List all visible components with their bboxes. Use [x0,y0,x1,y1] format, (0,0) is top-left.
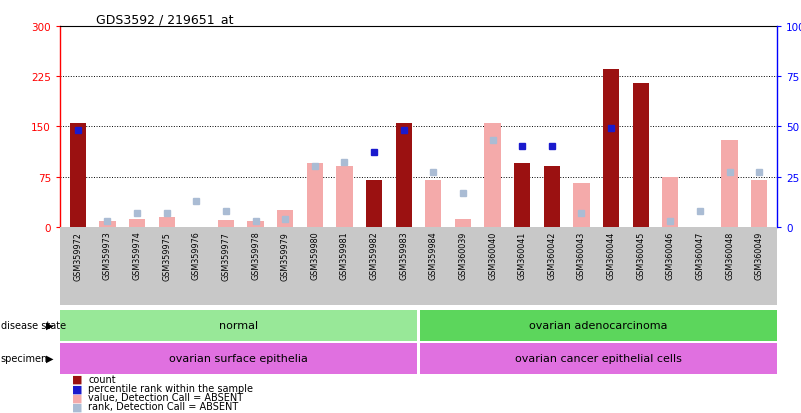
Text: GSM359980: GSM359980 [310,231,320,280]
Bar [70,123,86,227]
Bar [544,167,560,227]
Text: ■: ■ [72,392,83,402]
Text: ovarian adenocarcinoma: ovarian adenocarcinoma [529,320,668,330]
Text: ▶: ▶ [46,320,54,330]
Bar [159,217,175,227]
Text: GSM360047: GSM360047 [695,231,704,279]
Text: GSM359973: GSM359973 [103,231,112,280]
Text: ovarian cancer epithelial cells: ovarian cancer epithelial cells [515,353,682,363]
Bar [307,164,323,227]
Text: ■: ■ [72,374,83,384]
Bar [366,180,382,227]
Text: GSM360045: GSM360045 [636,231,645,279]
Bar [514,164,530,227]
Bar [455,219,471,227]
Bar [485,123,501,227]
Text: GSM359976: GSM359976 [192,231,201,280]
Bar [662,177,678,227]
Bar [425,180,441,227]
Text: ■: ■ [72,401,83,411]
Text: GSM360039: GSM360039 [458,231,468,279]
Bar [277,211,293,227]
Text: GSM359974: GSM359974 [133,231,142,280]
Text: rank, Detection Call = ABSENT: rank, Detection Call = ABSENT [88,401,239,411]
Bar [633,83,649,227]
Text: GSM360041: GSM360041 [517,231,527,279]
Text: percentile rank within the sample: percentile rank within the sample [88,383,253,393]
Text: GSM359981: GSM359981 [340,231,349,280]
Text: GSM360042: GSM360042 [547,231,557,279]
Bar [396,123,412,227]
Text: GDS3592 / 219651_at: GDS3592 / 219651_at [96,13,233,26]
Text: GSM359978: GSM359978 [251,231,260,280]
Text: GSM360046: GSM360046 [666,231,674,279]
Text: normal: normal [219,320,258,330]
Text: GSM359975: GSM359975 [163,231,171,280]
Text: GSM360044: GSM360044 [606,231,616,279]
Bar [248,222,264,227]
Text: GSM360040: GSM360040 [488,231,497,279]
Bar [751,180,767,227]
Bar [336,167,352,227]
Bar [99,222,115,227]
Text: value, Detection Call = ABSENT: value, Detection Call = ABSENT [88,392,244,402]
Text: GSM359984: GSM359984 [429,231,438,280]
Text: GSM359972: GSM359972 [74,231,83,280]
Text: GSM360048: GSM360048 [725,231,734,279]
Bar [218,221,234,227]
Bar [722,140,738,227]
Bar [603,70,619,227]
Text: specimen: specimen [1,353,48,363]
Text: GSM359977: GSM359977 [221,231,231,280]
Text: GSM359982: GSM359982 [369,231,379,280]
Text: ovarian surface epithelia: ovarian surface epithelia [169,353,308,363]
Text: ■: ■ [72,383,83,393]
Text: GSM360049: GSM360049 [755,231,763,279]
Text: GSM360043: GSM360043 [577,231,586,279]
Text: disease state: disease state [1,320,66,330]
Bar [574,184,590,227]
Text: GSM359983: GSM359983 [399,231,409,280]
Text: count: count [88,374,115,384]
Text: ▶: ▶ [46,353,54,363]
Bar [129,219,145,227]
Text: GSM359979: GSM359979 [280,231,290,280]
